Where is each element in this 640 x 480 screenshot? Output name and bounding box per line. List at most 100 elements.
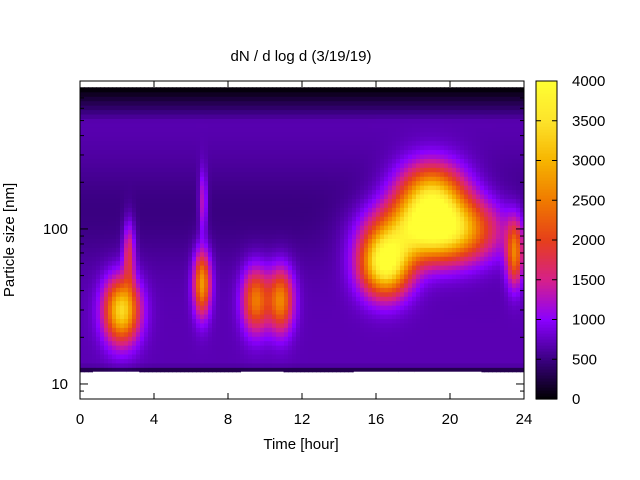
heatmap-cell [116, 153, 121, 159]
heatmap-cell [256, 269, 261, 275]
heatmap-cell [376, 145, 381, 151]
heatmap-cell [236, 87, 241, 93]
heatmap-cell [200, 287, 205, 293]
heatmap-cell [364, 145, 369, 151]
heatmap-cell [100, 309, 105, 315]
heatmap-cell [216, 202, 221, 208]
heatmap-cell [308, 118, 313, 124]
heatmap-cell [220, 367, 225, 373]
heatmap-cell [204, 211, 209, 217]
heatmap-cell [240, 358, 245, 364]
heatmap-cell [300, 202, 305, 208]
heatmap-cell [300, 162, 305, 168]
heatmap-cell [208, 265, 213, 271]
heatmap-cell [292, 207, 297, 213]
heatmap-cell [176, 260, 181, 266]
heatmap-cell [164, 233, 169, 239]
heatmap-cell [112, 233, 117, 239]
heatmap-cell [176, 358, 181, 364]
heatmap-cell [88, 225, 93, 231]
heatmap-cell [336, 176, 341, 182]
heatmap-cell [180, 336, 185, 342]
heatmap-cell [108, 238, 113, 244]
heatmap-cell [180, 247, 185, 253]
heatmap-cell [108, 278, 113, 284]
heatmap-cell [148, 202, 153, 208]
heatmap-cell [356, 185, 361, 191]
heatmap-cell [172, 171, 177, 177]
heatmap-cell [304, 105, 309, 111]
heatmap-cell [204, 207, 209, 213]
heatmap-cell [260, 358, 265, 364]
heatmap-cell [344, 149, 349, 155]
heatmap-cell [232, 345, 237, 351]
heatmap-cell [380, 273, 385, 279]
heatmap-cell [340, 336, 345, 342]
heatmap-cell [80, 198, 85, 204]
heatmap-cell [148, 140, 153, 146]
heatmap-cell [348, 162, 353, 168]
heatmap-cell [260, 313, 265, 319]
heatmap-cell [244, 251, 249, 257]
heatmap-cell [168, 145, 173, 151]
heatmap-cell [156, 353, 161, 359]
heatmap-cell [260, 193, 265, 199]
heatmap-cell [148, 149, 153, 155]
heatmap-cell [232, 278, 237, 284]
heatmap-cell [196, 340, 201, 346]
heatmap-cell [152, 322, 157, 328]
heatmap-cell [324, 265, 329, 271]
heatmap-cell [216, 113, 221, 119]
heatmap-cell [192, 313, 197, 319]
heatmap-cell [224, 122, 229, 128]
heatmap-cell [296, 136, 301, 142]
heatmap-cell [248, 158, 253, 164]
heatmap-cell [324, 162, 329, 168]
heatmap-cell [212, 260, 217, 266]
heatmap-cell [392, 349, 397, 355]
heatmap-cell [276, 331, 281, 337]
heatmap-cell [152, 220, 157, 226]
heatmap-cell [228, 122, 233, 128]
heatmap-cell [316, 327, 321, 333]
heatmap-cell [120, 202, 125, 208]
heatmap-cell [100, 238, 105, 244]
heatmap-cell [128, 242, 133, 248]
heatmap-cell [212, 167, 217, 173]
heatmap-cell [128, 362, 133, 368]
heatmap-cell [196, 278, 201, 284]
heatmap-cell [332, 229, 337, 235]
heatmap-cell [80, 193, 85, 199]
heatmap-cell [80, 327, 85, 333]
heatmap-cell [80, 207, 85, 213]
heatmap-cell [180, 149, 185, 155]
heatmap-cell [96, 269, 101, 275]
heatmap-cell [160, 87, 165, 93]
heatmap-cell [272, 207, 277, 213]
heatmap-cell [316, 313, 321, 319]
heatmap-cell [104, 340, 109, 346]
heatmap-cell [380, 345, 385, 351]
heatmap-cell [132, 349, 137, 355]
heatmap-cell [112, 362, 117, 368]
heatmap-cell [228, 345, 233, 351]
heatmap-cell [216, 211, 221, 217]
heatmap-cell [144, 185, 149, 191]
heatmap-cell [164, 220, 169, 226]
heatmap-cell [288, 269, 293, 275]
heatmap-cell [192, 149, 197, 155]
heatmap-cell [92, 309, 97, 315]
heatmap-cell [140, 105, 145, 111]
heatmap-cell [332, 158, 337, 164]
heatmap-cell [364, 229, 369, 235]
heatmap-cell [388, 167, 393, 173]
heatmap-cell [204, 149, 209, 155]
heatmap-cell [156, 145, 161, 151]
heatmap-cell [180, 180, 185, 186]
heatmap-cell [356, 127, 361, 133]
heatmap-cell [268, 260, 273, 266]
heatmap-cell [120, 265, 125, 271]
heatmap-cell [276, 198, 281, 204]
heatmap-cell [116, 225, 121, 231]
heatmap-cell [312, 327, 317, 333]
